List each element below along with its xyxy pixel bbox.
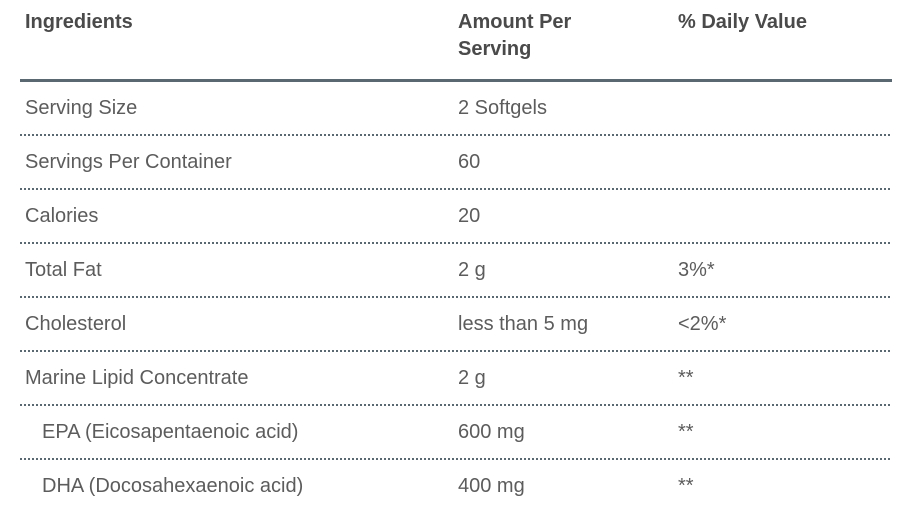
daily-value: 3%* [678,258,715,281]
table-row-total-fat: Total Fat 2 g 3%* [20,244,892,296]
daily-value: ** [678,366,694,389]
column-header-amount-per-serving: Amount Per Serving [458,9,678,63]
row-separator [20,188,892,190]
ingredient-name: Calories [25,204,99,227]
ingredient-name: Marine Lipid Concentrate [25,366,249,389]
ingredient-name: Serving Size [25,96,138,119]
amount-value: 2 Softgels [458,96,547,119]
column-header-daily-value-label: % Daily Value [678,11,807,33]
amount-value: 2 g [458,366,486,389]
header-divider [20,79,892,82]
column-header-ingredients-label: Ingredients [25,11,133,33]
daily-value: ** [678,420,694,443]
amount-value: less than 5 mg [458,312,589,335]
table-row-dha: DHA (Docosahexaenoic acid) 400 mg ** [20,460,892,512]
table-row-cholesterol: Cholesterol less than 5 mg <2%* [20,298,892,350]
table-header-row: Ingredients Amount Per Serving % Daily V… [20,9,892,63]
ingredient-name: Servings Per Container [25,150,232,173]
row-separator [20,242,892,244]
ingredient-name: EPA (Eicosapentaenoic acid) [42,420,299,443]
amount-value: 2 g [458,258,486,281]
table-row-epa: EPA (Eicosapentaenoic acid) 600 mg ** [20,406,892,458]
ingredient-name: DHA (Docosahexaenoic acid) [42,474,304,497]
amount-value: 20 [458,204,481,227]
row-separator [20,296,892,298]
amount-value: 400 mg [458,474,525,497]
row-separator [20,134,892,136]
table-row-calories: Calories 20 [20,190,892,242]
ingredient-name: Total Fat [25,258,102,281]
daily-value: ** [678,474,694,497]
column-header-amount-label: Amount Per Serving [458,11,572,60]
row-separator [20,458,892,460]
amount-value: 600 mg [458,420,525,443]
row-separator [20,404,892,406]
table-row-serving-size: Serving Size 2 Softgels [20,82,892,134]
ingredient-name: Cholesterol [25,312,127,335]
amount-value: 60 [458,150,481,173]
column-header-daily-value: % Daily Value [678,9,892,36]
table-row-servings-per-container: Servings Per Container 60 [20,136,892,188]
table-row-marine-lipid-concentrate: Marine Lipid Concentrate 2 g ** [20,352,892,404]
supplement-facts-table: Ingredients Amount Per Serving % Daily V… [20,0,892,512]
daily-value: <2%* [678,312,727,335]
column-header-ingredients: Ingredients [20,9,458,36]
row-separator [20,350,892,352]
